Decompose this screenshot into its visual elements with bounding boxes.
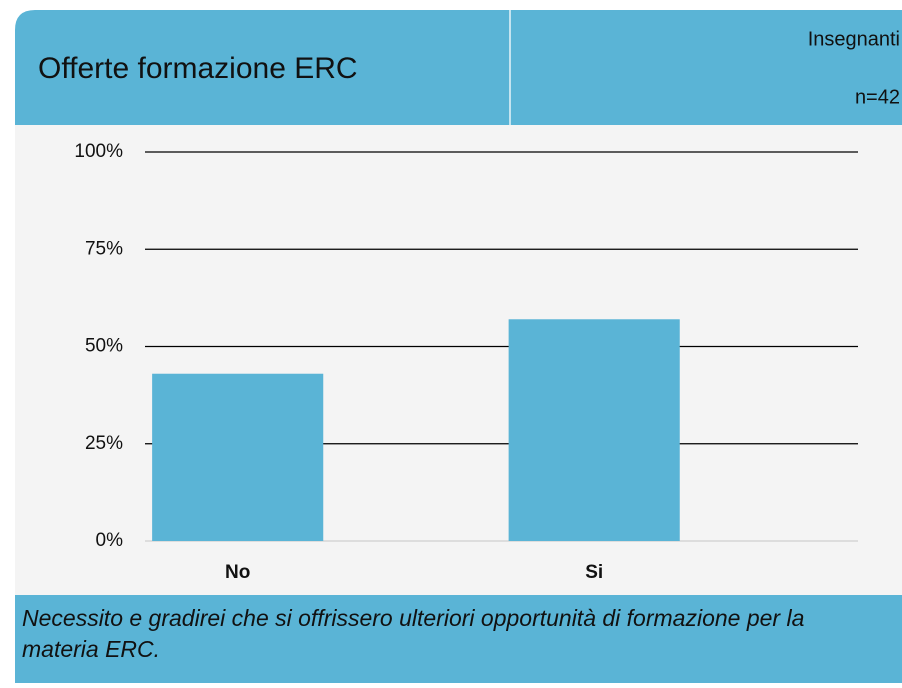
chart-title: Offerte formazione ERC <box>38 52 358 85</box>
sample-size: n=42 <box>855 86 900 108</box>
footer-band <box>15 595 902 683</box>
y-tick-label: 75% <box>85 238 123 259</box>
y-tick-label: 0% <box>96 530 124 551</box>
x-tick-label: Si <box>585 562 603 583</box>
y-tick-label: 25% <box>85 433 123 454</box>
x-tick-label: No <box>225 562 250 583</box>
y-tick-label: 100% <box>74 141 123 162</box>
bar <box>152 373 324 541</box>
header-band <box>15 10 902 125</box>
caption-box: Necessito e gradirei che si offrissero u… <box>22 605 805 662</box>
y-tick-label: 50% <box>85 336 123 357</box>
caption: Necessito e gradirei che si offrissero u… <box>22 605 805 662</box>
plot-background <box>15 125 902 595</box>
bar <box>508 319 680 541</box>
subtitle: Insegnanti <box>808 28 900 50</box>
